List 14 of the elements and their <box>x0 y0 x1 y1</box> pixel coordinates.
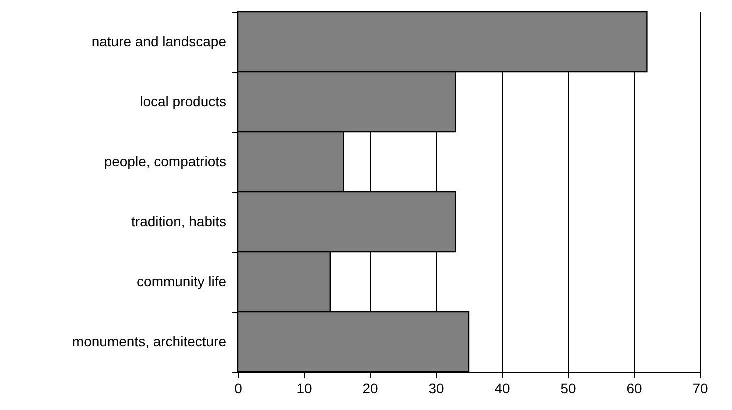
x-tick-label: 40 <box>494 380 510 396</box>
x-tick-label: 60 <box>626 380 642 396</box>
y-tick-label: people, compatriots <box>104 154 226 170</box>
y-tick-label: monuments, architecture <box>72 334 227 350</box>
x-tick-label: 70 <box>692 380 708 396</box>
x-tick-label: 20 <box>362 380 378 396</box>
x-tick-label: 50 <box>560 380 576 396</box>
y-tick-label: community life <box>137 274 227 290</box>
x-tick-label: 30 <box>428 380 444 396</box>
x-tick-label: 10 <box>296 380 312 396</box>
x-tick-label: 0 <box>234 380 243 396</box>
y-tick-label: local products <box>140 94 226 110</box>
y-tick-label: nature and landscape <box>92 34 227 50</box>
y-tick-label: tradition, habits <box>132 214 226 230</box>
